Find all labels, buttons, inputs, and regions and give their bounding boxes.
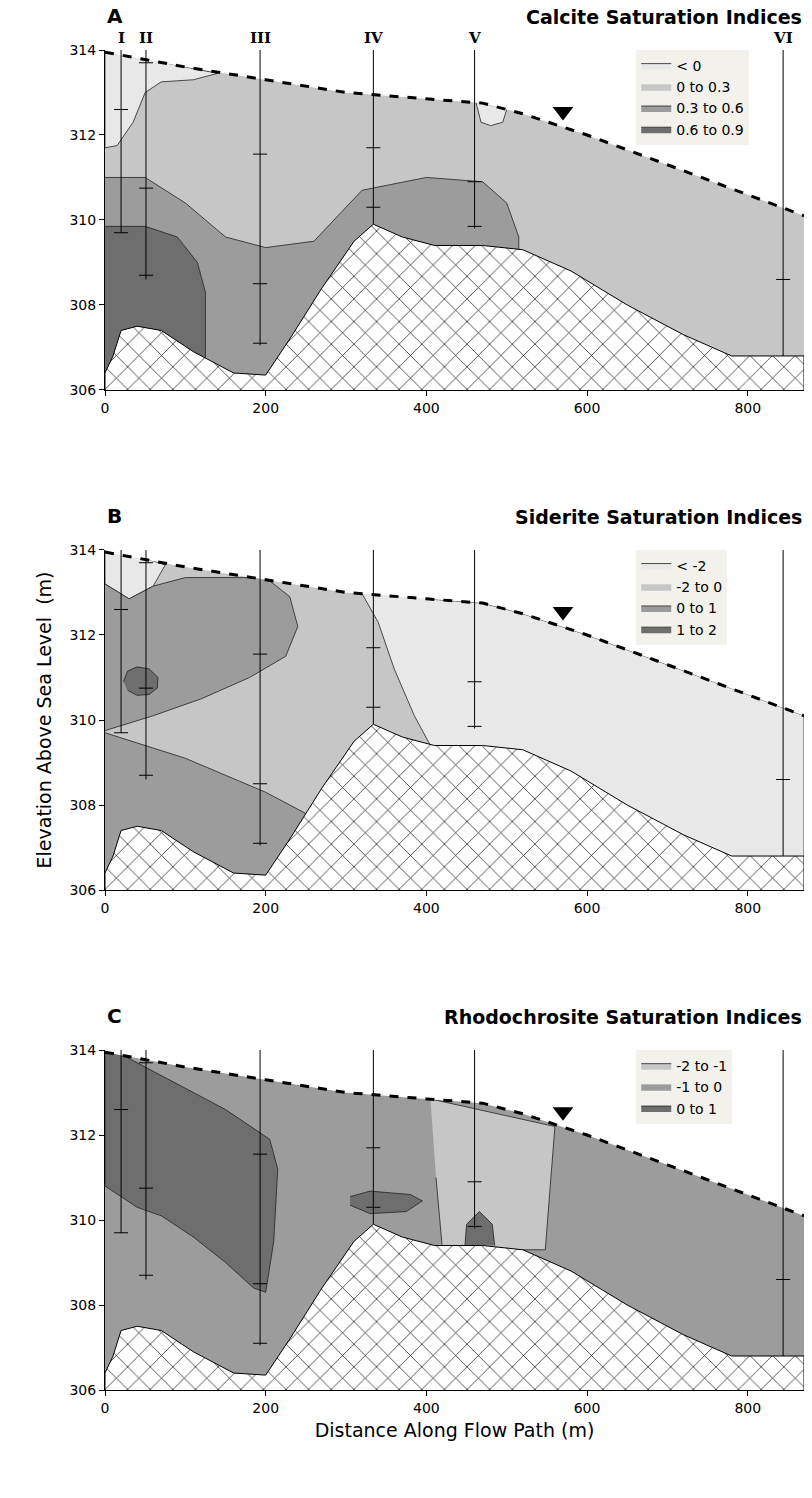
svg-text:314: 314 — [69, 1042, 96, 1058]
svg-text:-1 to 0: -1 to 0 — [676, 1079, 722, 1095]
svg-text:Calcite Saturation Indices: Calcite Saturation Indices — [526, 6, 802, 28]
svg-text:II: II — [139, 29, 153, 47]
svg-text:0: 0 — [101, 1400, 110, 1416]
svg-text:400: 400 — [413, 900, 440, 916]
svg-text:800: 800 — [734, 900, 761, 916]
svg-text:0.6 to 0.9: 0.6 to 0.9 — [676, 122, 743, 138]
svg-text:314: 314 — [69, 542, 96, 558]
svg-text:310: 310 — [69, 712, 96, 728]
svg-text:310: 310 — [69, 212, 96, 228]
svg-text:308: 308 — [69, 1297, 96, 1313]
svg-text:0 to 1: 0 to 1 — [676, 600, 717, 616]
svg-text:400: 400 — [413, 1400, 440, 1416]
svg-text:Elevation Above Sea Level (m): Elevation Above Sea Level (m) — [33, 572, 55, 869]
svg-text:308: 308 — [69, 297, 96, 313]
svg-text:I: I — [118, 29, 125, 47]
svg-text:200: 200 — [252, 400, 279, 416]
svg-text:VI: VI — [773, 29, 793, 47]
svg-text:306: 306 — [69, 1382, 96, 1398]
svg-text:0: 0 — [101, 900, 110, 916]
svg-text:800: 800 — [734, 400, 761, 416]
svg-text:0 to 0.3: 0 to 0.3 — [676, 79, 730, 95]
svg-text:< -2: < -2 — [676, 558, 706, 574]
svg-text:A: A — [107, 4, 123, 28]
svg-text:200: 200 — [252, 900, 279, 916]
svg-text:306: 306 — [69, 882, 96, 898]
svg-text:312: 312 — [69, 627, 96, 643]
svg-text:312: 312 — [69, 127, 96, 143]
svg-text:1 to 2: 1 to 2 — [676, 622, 717, 638]
svg-text:600: 600 — [574, 900, 601, 916]
svg-text:C: C — [107, 1004, 122, 1028]
svg-text:306: 306 — [69, 382, 96, 398]
svg-text:-2 to -1: -2 to -1 — [676, 1058, 727, 1074]
svg-text:400: 400 — [413, 400, 440, 416]
svg-text:800: 800 — [734, 1400, 761, 1416]
svg-text:0: 0 — [101, 400, 110, 416]
svg-text:Siderite Saturation Indices: Siderite Saturation Indices — [515, 506, 802, 528]
svg-text:314: 314 — [69, 42, 96, 58]
svg-text:312: 312 — [69, 1127, 96, 1143]
svg-text:0 to 1: 0 to 1 — [676, 1101, 717, 1117]
svg-text:200: 200 — [252, 1400, 279, 1416]
svg-text:600: 600 — [574, 1400, 601, 1416]
svg-text:< 0: < 0 — [676, 58, 701, 74]
svg-text:0.3 to 0.6: 0.3 to 0.6 — [676, 100, 744, 116]
svg-text:-2 to 0: -2 to 0 — [676, 579, 722, 595]
svg-text:308: 308 — [69, 797, 96, 813]
svg-text:V: V — [468, 29, 481, 47]
svg-text:B: B — [107, 504, 122, 528]
svg-text:Rhodochrosite Saturation Indic: Rhodochrosite Saturation Indices — [444, 1006, 802, 1028]
svg-text:310: 310 — [69, 1212, 96, 1228]
svg-text:Distance Along Flow Path (m): Distance Along Flow Path (m) — [315, 1419, 595, 1441]
svg-text:IV: IV — [364, 29, 383, 47]
svg-text:III: III — [250, 29, 271, 47]
svg-text:600: 600 — [574, 400, 601, 416]
